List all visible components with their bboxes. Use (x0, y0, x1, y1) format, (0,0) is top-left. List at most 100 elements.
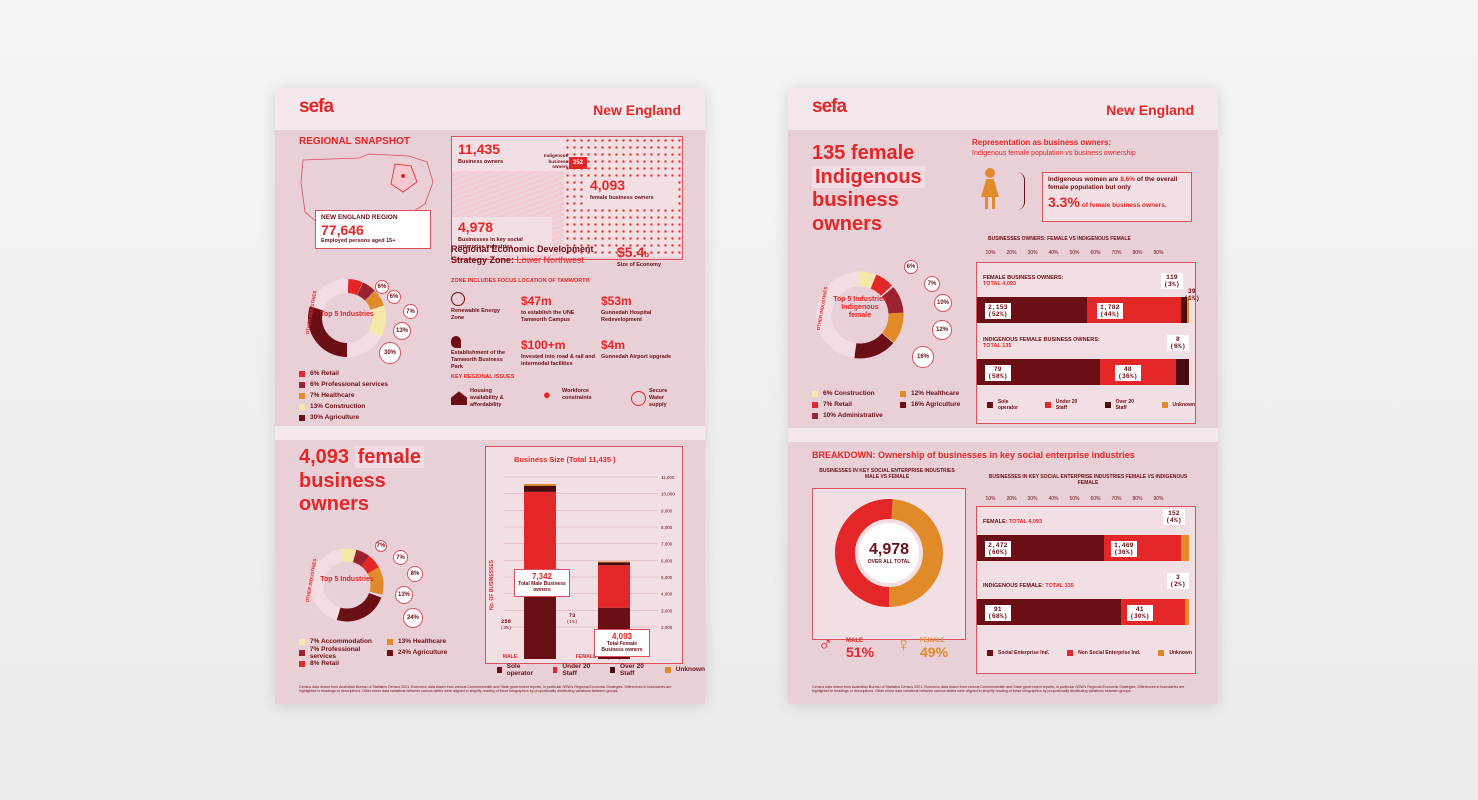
female-row-title: FEMALE BUSINESS OWNERS: TOTAL 4,093 (983, 275, 1064, 287)
axis-tick-label: 80% (1132, 496, 1143, 502)
social-enterprise-chart: FEMALE: TOTAL 4,093 2,472 (60%) 1,469 (36%… (976, 506, 1196, 674)
bar-over-20-staff (524, 485, 556, 492)
pct-bubble: 16% (912, 346, 934, 368)
bar-pct-label: (1%) (567, 619, 578, 625)
pct-bubble: 6% (904, 260, 918, 274)
sheet-header: sefa New England (275, 88, 705, 130)
axis-tick-label: 50% (1069, 496, 1080, 502)
male-total-callout: 7,342 Total Male Business owners (514, 569, 570, 597)
se-title: BUSINESSES IN KEY SOCIAL ENTERPRISE INDU… (988, 474, 1188, 486)
bar-label: 152 (4%) (1163, 509, 1185, 526)
business-size-chart: Business Size (Total 11,435 ) No. OF BUS… (485, 446, 683, 664)
representation-box: Indigenous women are 8.6% of the overall… (1042, 172, 1192, 222)
bar-pct-label: (3%) (501, 625, 512, 631)
bar-chart-title: BUSINESSES OWNERS: FEMALE VS INDIGENOUS … (988, 236, 1131, 242)
chart-title: Business Size (Total 11,435 ) (514, 455, 616, 464)
mf-center: 4,978 OVER ALL TOTAL (867, 541, 911, 565)
y-tick-label: 10,000 (661, 492, 675, 497)
sheet-header: sefa New England (788, 88, 1218, 130)
axis-tick-label: 90% (1153, 496, 1164, 502)
location-pin-icon (451, 336, 461, 348)
breakdown-title: BREAKDOWN: Ownership of businesses in ke… (812, 450, 1135, 460)
y-tick-label: 6,000 (661, 558, 673, 563)
sefa-logo: sefa (299, 96, 334, 117)
axis-tick-label: 60% (1090, 250, 1101, 256)
axis-tick-label: 40% (1048, 250, 1059, 256)
axis-tick-label: 10% (985, 496, 996, 502)
pct-bubble: 7% (375, 540, 387, 552)
bar-value-label: 258 (501, 618, 512, 625)
x-category-label: MALE (503, 654, 518, 660)
water-icon (631, 390, 646, 406)
bar-value-label: 73 (569, 612, 576, 619)
house-icon (451, 391, 467, 406)
axis-tick-label: 80% (1132, 250, 1143, 256)
y-tick-label: 7,000 (661, 542, 673, 547)
focus-title: ZONE INCLUDES FOCUS LOCATION OF TAMWORTH (451, 278, 590, 284)
axis-tick-label: 70% (1111, 250, 1122, 256)
donut1-center: Top 5 Industries (320, 311, 374, 318)
bar-label: 91 (68%) (985, 605, 1011, 622)
pct-axis: 10% 20% 30% 40% 50% 60% 70% 80% 90% (980, 250, 1169, 256)
woman-icon (980, 168, 1000, 212)
y-tick-label: 9,000 (661, 508, 673, 513)
pct-bubble: 10% (934, 294, 952, 312)
bar-label: 2,472 (60%) (985, 541, 1011, 558)
bar-unknown (524, 484, 556, 486)
issue-item: Secure Water supply (631, 388, 679, 409)
bar-label: 8 (6%) (1167, 335, 1189, 352)
region-title: New England (1106, 102, 1194, 118)
rep-title: Representation as business owners: (972, 138, 1112, 147)
axis-tick-label: 20% (1006, 250, 1017, 256)
y-tick-label: 2,000 (661, 625, 673, 630)
female-total-callout: 4,093 Total Female Business owners (594, 629, 650, 657)
y-tick-label: 4,000 (661, 592, 673, 597)
snapshot-title: REGIONAL SNAPSHOT (299, 136, 410, 147)
bar-label: 79 (58%) (985, 365, 1011, 382)
bar-unknown (598, 561, 630, 563)
bar-legend: Sole operator Under 20 Staff Over 20 Sta… (987, 399, 1195, 411)
pct-bubble: 12% (932, 320, 952, 340)
footnote: Census data drawn from Australian Bureau… (299, 684, 672, 694)
workforce-icon: ● (543, 387, 551, 402)
indigenous-industries-donut-chart (816, 271, 904, 359)
x-category-label: FEMALE (576, 654, 597, 660)
bar-pct-label: (44%) (607, 619, 621, 625)
bar-label: 2,153 (52%) (985, 303, 1011, 320)
rep-subtitle: Indigenous female population vs business… (972, 150, 1136, 157)
y-tick-label: 3,000 (661, 608, 673, 613)
female-owners-value: 4,093 (590, 177, 626, 193)
axis-tick-label: 30% (1027, 496, 1038, 502)
axis-tick-label: 10% (985, 250, 996, 256)
infographic-sheet-right: sefa New England 135 female Indigenous b… (788, 88, 1218, 704)
female-vs-indigenous-chart: FEMALE BUSINESS OWNERS: TOTAL 4,093 2,153… (976, 262, 1200, 424)
indig-row-title: INDIGENOUS FEMALE BUSINESS OWNERS: TOTAL … (983, 337, 1100, 349)
pct-bubble: 30% (379, 342, 401, 364)
axis-tick-label: 90% (1153, 250, 1164, 256)
bar-label: 1,469 (36%) (1111, 541, 1137, 558)
axis-tick-label: 20% (1006, 496, 1017, 502)
pct-bubble: 8% (407, 566, 423, 582)
axis-tick-label: 60% (1090, 496, 1101, 502)
female-industries-donut-chart (310, 548, 384, 622)
key-social-value: 4,978 (458, 219, 494, 235)
legend-2: 7% Accommodation 13% Healthcare 7% Profe… (299, 636, 459, 669)
indigenous-heading: 135 female Indigenous business owners (812, 142, 962, 236)
axis-tick-label: 50% (1069, 250, 1080, 256)
focus-item: Establishment of the Tamworth Business P… (451, 336, 511, 371)
size-chart-plot: 11,000 10,000 9,000 8,000 7,000 6,000 5,000 4,0… (501, 475, 676, 661)
bar-label: 48 (36%) (1115, 365, 1141, 382)
issue-item: ● Workforce constraints (543, 387, 592, 402)
pct-bubble: 7% (403, 304, 418, 319)
pct-bubble: 6% (387, 290, 401, 304)
strategy-heading: Regional Economic Development Strategy Z… (451, 244, 594, 265)
bar-value-label: 3,655 (532, 638, 549, 645)
focus-item: $100+m Invested into road & rail and int… (521, 338, 595, 367)
bar-under-20-staff (598, 565, 630, 608)
bar-label: 41 (30%) (1127, 605, 1153, 622)
sefa-logo: sefa (812, 96, 847, 117)
bar-under-20-staff (524, 491, 556, 572)
axis-tick-label: 40% (1048, 496, 1059, 502)
donut2-center: Top 5 Industries (320, 576, 374, 583)
economy-size: $5.4b Size of Economy (617, 244, 662, 268)
